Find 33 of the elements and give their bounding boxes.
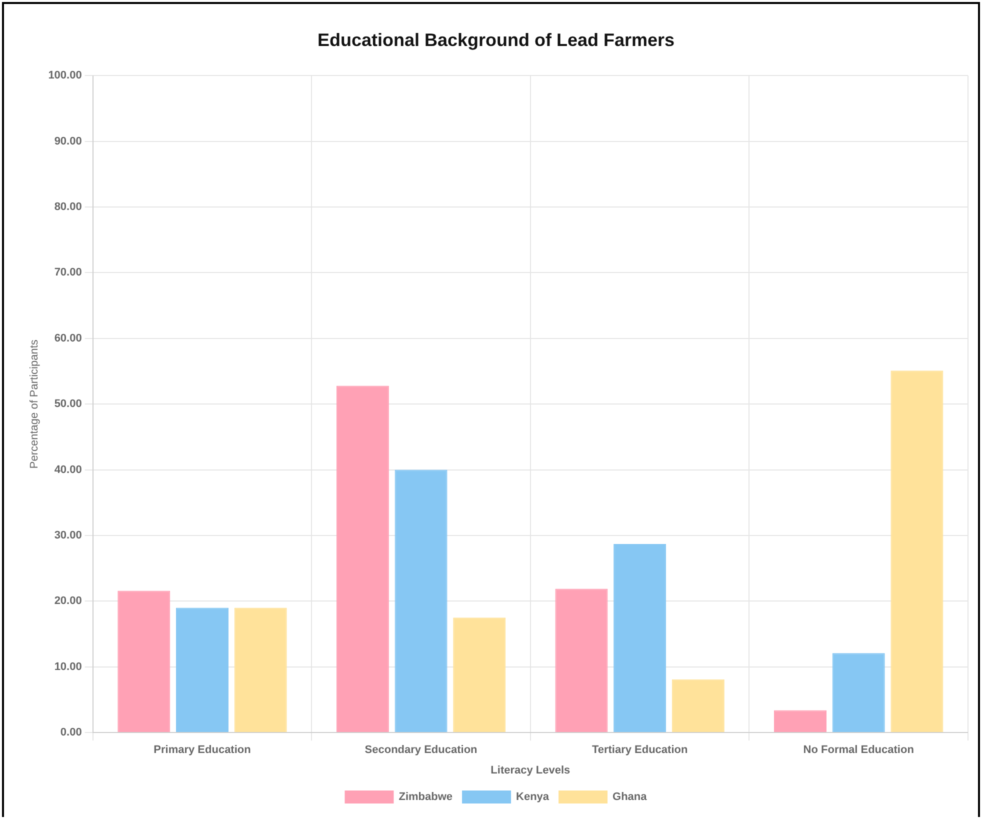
y-axis-title: Percentage of Participants <box>28 339 41 469</box>
bar <box>555 588 608 732</box>
y-tick-label: 70.00 <box>54 266 82 279</box>
bar <box>394 470 448 732</box>
y-tick-label: 40.00 <box>54 464 82 476</box>
chart-title: Educational Background of Lead Farmers <box>317 30 675 50</box>
x-tick-label: Secondary Education <box>364 744 478 756</box>
y-tick-label: 50.00 <box>54 398 82 410</box>
x-tick-label: No Formal Education <box>803 744 914 756</box>
y-tick-label: 30.00 <box>54 530 82 542</box>
x-tick-label: Tertiary Education <box>592 744 688 756</box>
bar <box>774 710 827 732</box>
bar <box>234 608 287 732</box>
y-tick-label: 100.00 <box>48 70 82 82</box>
legend-label: Kenya <box>516 791 550 804</box>
y-tick-label: 0.00 <box>60 726 82 739</box>
bar <box>672 679 724 732</box>
y-tick-label: 10.00 <box>54 660 82 673</box>
legend-label: Zimbabwe <box>398 791 453 804</box>
x-tick-label: Primary Education <box>154 744 252 756</box>
bar <box>832 653 885 732</box>
y-tick-label: 60.00 <box>54 332 82 344</box>
y-tick-label: 20.00 <box>54 595 82 608</box>
bar <box>336 386 389 732</box>
bar <box>176 608 228 732</box>
bar <box>614 544 666 732</box>
bar <box>118 590 170 732</box>
y-tick-label: 90.00 <box>54 135 82 148</box>
bar <box>453 618 506 732</box>
bar <box>890 370 944 732</box>
legend-label: Ghana <box>612 791 648 804</box>
x-axis-title: Literacy Levels <box>490 764 570 776</box>
y-tick-label: 80.00 <box>54 201 82 214</box>
